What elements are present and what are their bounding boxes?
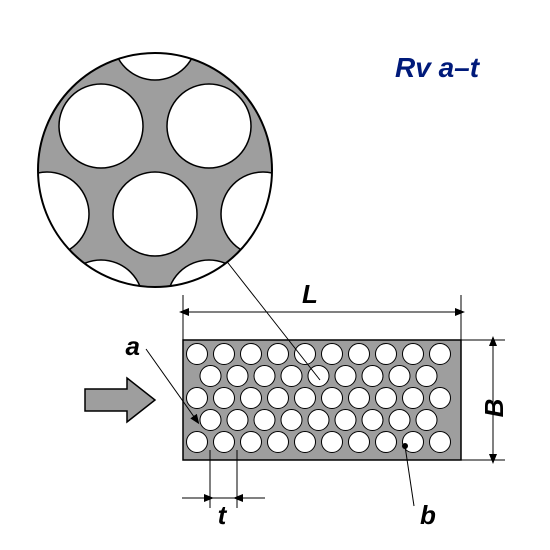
hole bbox=[376, 432, 397, 453]
hole bbox=[430, 388, 451, 409]
hole bbox=[349, 432, 370, 453]
hole bbox=[416, 366, 437, 387]
hole bbox=[187, 388, 208, 409]
hole bbox=[187, 432, 208, 453]
hole bbox=[430, 344, 451, 365]
svg-text:t: t bbox=[218, 500, 228, 530]
hole bbox=[227, 366, 248, 387]
hole bbox=[403, 388, 424, 409]
hole bbox=[200, 366, 221, 387]
hole bbox=[335, 410, 356, 431]
hole bbox=[241, 344, 262, 365]
hole bbox=[254, 366, 275, 387]
hole bbox=[187, 344, 208, 365]
svg-text:a: a bbox=[126, 331, 140, 361]
hole bbox=[214, 344, 235, 365]
hole bbox=[349, 344, 370, 365]
hole bbox=[362, 366, 383, 387]
hole bbox=[268, 344, 289, 365]
hole bbox=[362, 410, 383, 431]
flow-arrow bbox=[85, 378, 155, 422]
hole bbox=[376, 388, 397, 409]
hole bbox=[268, 432, 289, 453]
hole bbox=[241, 432, 262, 453]
svg-text:L: L bbox=[302, 279, 318, 309]
svg-text:b: b bbox=[420, 500, 436, 530]
hole bbox=[403, 344, 424, 365]
hole bbox=[308, 410, 329, 431]
hole bbox=[430, 432, 451, 453]
hole bbox=[295, 432, 316, 453]
hole bbox=[335, 366, 356, 387]
hole bbox=[268, 388, 289, 409]
hole bbox=[322, 388, 343, 409]
hole bbox=[416, 410, 437, 431]
hole bbox=[214, 388, 235, 409]
hole bbox=[281, 410, 302, 431]
diagram-title: Rv a–t bbox=[395, 52, 479, 84]
hole bbox=[322, 344, 343, 365]
hole bbox=[227, 410, 248, 431]
hole bbox=[389, 366, 410, 387]
hole bbox=[241, 388, 262, 409]
hole bbox=[389, 410, 410, 431]
hole bbox=[295, 388, 316, 409]
hole bbox=[200, 410, 221, 431]
hole bbox=[376, 344, 397, 365]
svg-text:B: B bbox=[479, 399, 509, 418]
hole bbox=[214, 432, 235, 453]
hole bbox=[322, 432, 343, 453]
hole bbox=[349, 388, 370, 409]
hole bbox=[281, 366, 302, 387]
hole bbox=[254, 410, 275, 431]
